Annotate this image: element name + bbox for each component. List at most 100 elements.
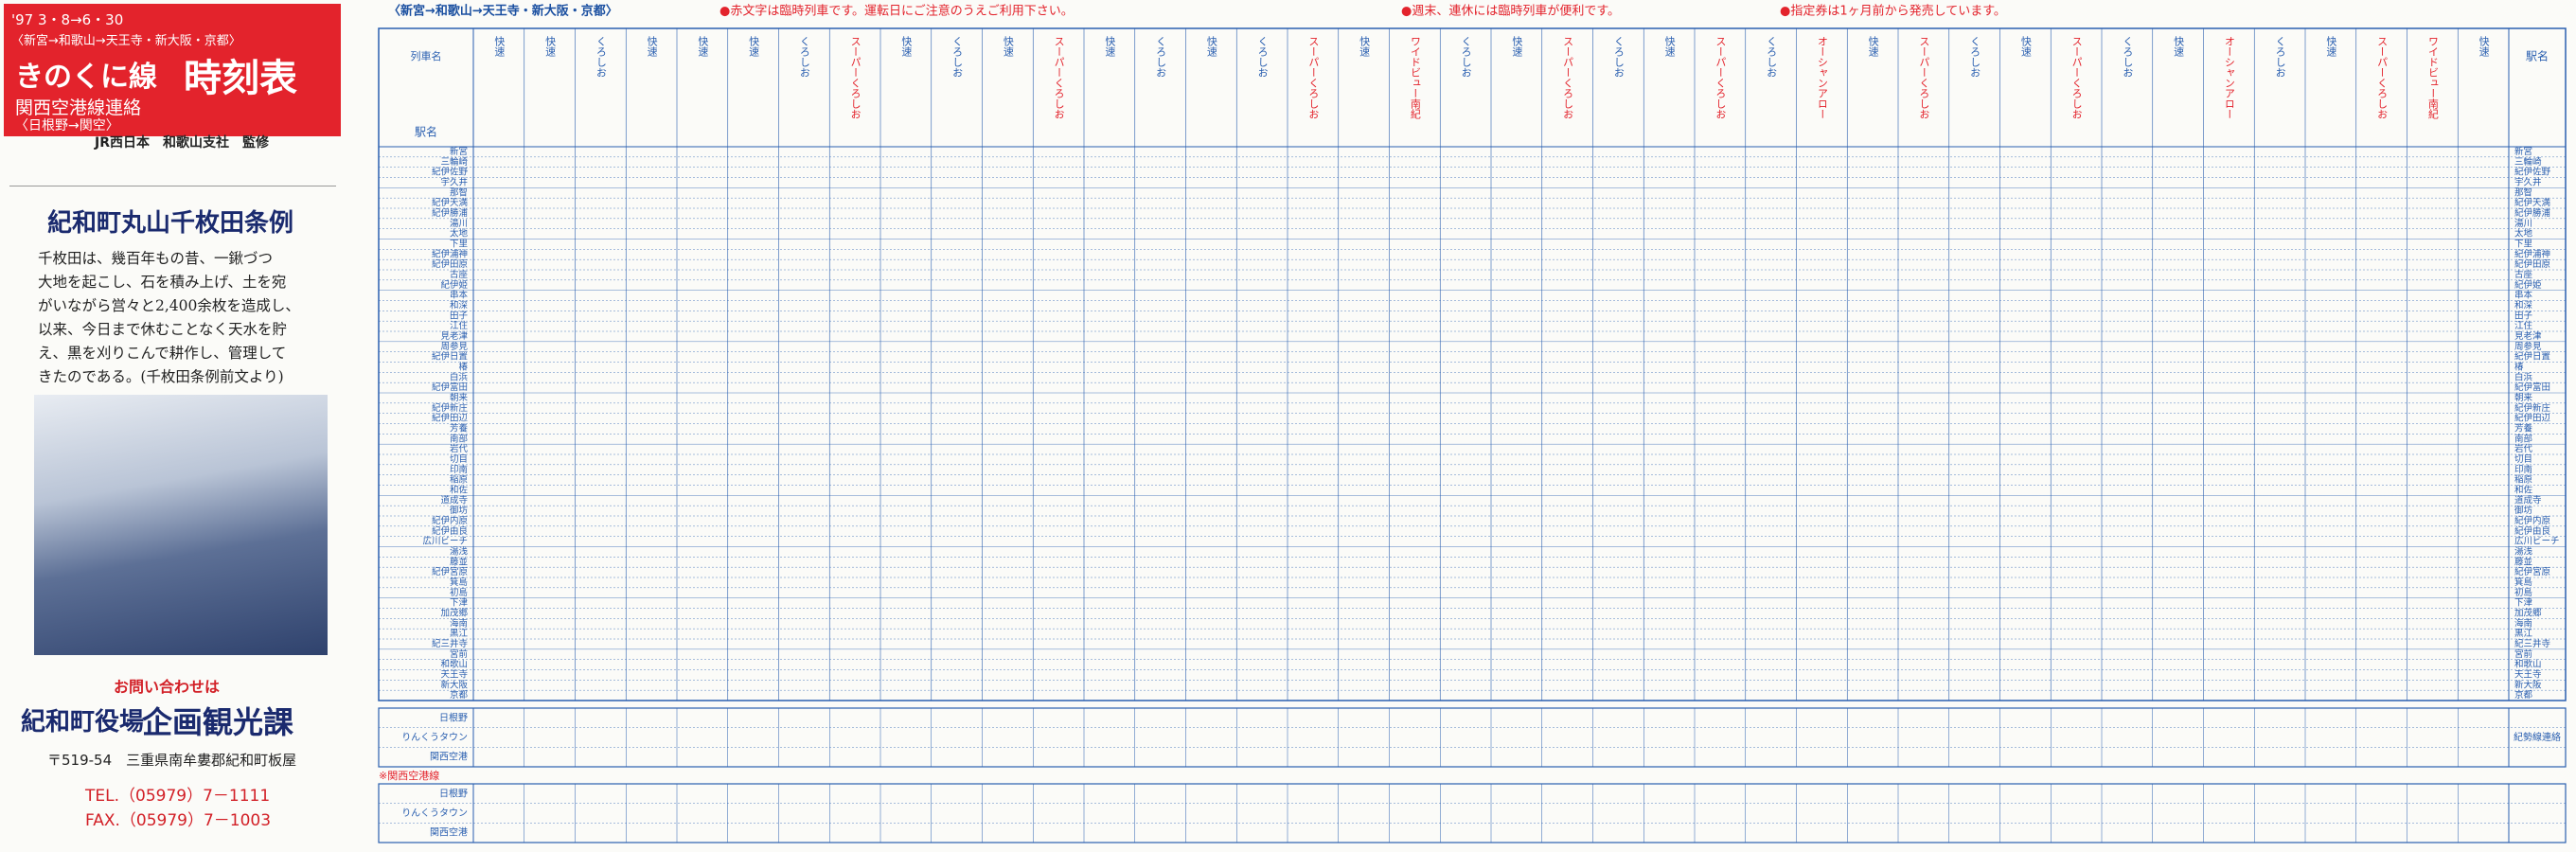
note: ●赤文字は臨時列車です。運転日にご注意のうえご利用下さい。 [720, 4, 1074, 19]
station-name: 紀三井寺 [432, 638, 469, 649]
train-name: 快速 [1104, 36, 1116, 57]
station-name: 和佐 [2514, 484, 2533, 495]
station-name: 和深 [2514, 300, 2533, 311]
station-name: 紀伊浦神 [2514, 248, 2550, 259]
station-name: 紀伊由良 [2514, 525, 2551, 537]
station-name: 紀伊田辺 [2514, 413, 2551, 424]
station-name: 白浜 [2514, 371, 2533, 382]
station-name: 紀伊新庄 [2514, 402, 2551, 414]
train-name: くろしお [1612, 36, 1625, 78]
section-title: ※関西空港線 [379, 769, 439, 782]
direction: 〈新宮→和歌山→天王寺・新大阪・京都〉 [388, 4, 618, 19]
advert: 紀和町丸山千枚田条例 千枚田は、幾百年もの昔、一鍬づつ 大地を起こし、石を積み上げ… [9, 186, 336, 679]
train-name: 快速 [900, 36, 913, 57]
station-name: 御坊 [450, 505, 469, 516]
train-name: 快速 [697, 36, 709, 57]
station-name: 岩代 [2514, 443, 2533, 454]
station-name: 新大阪 [2514, 679, 2542, 690]
station-name: 宇久井 [2514, 176, 2542, 187]
train-name: 快速 [2019, 36, 2032, 57]
station-name: 芳養 [2514, 422, 2533, 434]
train-name: 快速 [1359, 36, 1371, 57]
train-name: ワイドビュー南紀 [1409, 36, 1421, 119]
station-name: 下津 [2514, 598, 2533, 609]
train-name: 快速 [1867, 36, 1879, 57]
train-name: 快速 [2478, 36, 2490, 57]
station-name: 和深 [450, 300, 469, 311]
station-name: 朝来 [2514, 393, 2533, 403]
station-name: 紀伊勝浦 [2514, 207, 2551, 219]
train-name: くろしお [1155, 36, 1167, 78]
note: ●指定券は1ヶ月前から発売しています。 [1780, 4, 2006, 19]
station-name: 串本 [2514, 290, 2533, 301]
office: 紀和町役場 [21, 708, 145, 737]
station-name: 那智 [2514, 186, 2532, 198]
station-name: 黒江 [2514, 629, 2533, 639]
station-name: 下津 [450, 598, 469, 609]
station-name: 宇久井 [440, 176, 468, 187]
station-name: 和佐 [450, 484, 469, 495]
station-name: 和歌山 [2514, 659, 2542, 670]
station-name: 京都 [2514, 689, 2533, 701]
station-name: 道成寺 [2514, 494, 2542, 506]
train-name: 快速 [2173, 36, 2185, 57]
station-name: 関西空港 [430, 826, 468, 839]
note: ●週末、連休には臨時列車が便利です。 [1401, 5, 1620, 19]
train-name: 快速 [544, 36, 557, 57]
station-name: 見老津 [440, 330, 468, 342]
station-name: 串本 [450, 290, 469, 301]
station-name: 古座 [2514, 269, 2533, 280]
station-name: 紀伊姫 [2514, 279, 2542, 291]
train-name: スーパーくろしお [849, 36, 862, 119]
station-name: 切目 [450, 454, 468, 465]
station-name: 宮前 [450, 648, 468, 660]
station-label: 駅名 [2526, 49, 2549, 63]
station-name: 初島 [450, 587, 468, 598]
train-name: くろしお [1969, 36, 1981, 78]
train-name: 快速 [493, 36, 506, 57]
station-name: 太地 [450, 228, 469, 240]
fax: FAX.（05979）7－1003 [85, 811, 272, 830]
station-name: 宮前 [2514, 648, 2532, 660]
station-name: 紀伊佐野 [432, 167, 469, 178]
ad-line: 千枚田は、幾百年もの昔、一鍬づつ [38, 250, 274, 267]
station-name: 太地 [2514, 228, 2533, 240]
train-name: スーパーくろしお [2376, 36, 2389, 119]
station-name: 三輪崎 [2514, 156, 2542, 168]
train-name: くろしお [951, 36, 964, 78]
ad-line: え、黒を刈りこんで耕作し、管理して [38, 345, 287, 362]
train-name: スーパーくろしお [1562, 36, 1574, 119]
left-panel: '97 3・8→6・30 〈新宮→和歌山→天王寺・新大阪・京都〉 きのくに線 時… [0, 0, 350, 852]
train-name: くろしお [1766, 36, 1778, 78]
station-name: 江住 [2514, 320, 2533, 331]
station-name: 那智 [450, 186, 468, 198]
train-name: くろしお [2274, 36, 2286, 78]
station-name: 紀伊富田 [2514, 382, 2550, 393]
station-name: 日根野 [439, 787, 468, 799]
address: 〒519-54 三重県南牟婁郡紀和町板屋 [47, 752, 297, 769]
tel: TEL.（05979）7－1111 [85, 787, 271, 806]
train-name: くろしお [595, 36, 607, 78]
station-name: 藤並 [2514, 556, 2532, 567]
train-name: くろしお [1256, 36, 1269, 78]
station-name: 紀伊由良 [432, 525, 469, 537]
station-name: 田子 [2514, 311, 2533, 321]
station-label: 駅名 [415, 125, 437, 139]
station-name: 紀伊姫 [440, 279, 468, 291]
station-name: 椿 [458, 361, 468, 372]
line-name: きのくに線 [15, 61, 157, 94]
train-name: 快速 [1002, 36, 1014, 57]
station-name: 新大阪 [440, 679, 468, 690]
station-name: 紀伊宮原 [432, 566, 468, 577]
station-name: 紀伊田原 [2514, 258, 2550, 270]
station-name: 海南 [2514, 617, 2532, 629]
station-name: 下里 [2514, 239, 2532, 249]
station-name: 紀伊天満 [432, 197, 469, 208]
station-name: 黒江 [450, 629, 469, 639]
station-name: 海南 [450, 617, 468, 629]
station-name: 印南 [2514, 464, 2532, 475]
station-name: 南部 [2514, 433, 2532, 444]
station-name: 紀伊内原 [2514, 515, 2550, 526]
route: 〈新宮→和歌山→天王寺・新大阪・京都〉 [11, 34, 241, 48]
station-name: りんくうタウン [401, 732, 468, 743]
